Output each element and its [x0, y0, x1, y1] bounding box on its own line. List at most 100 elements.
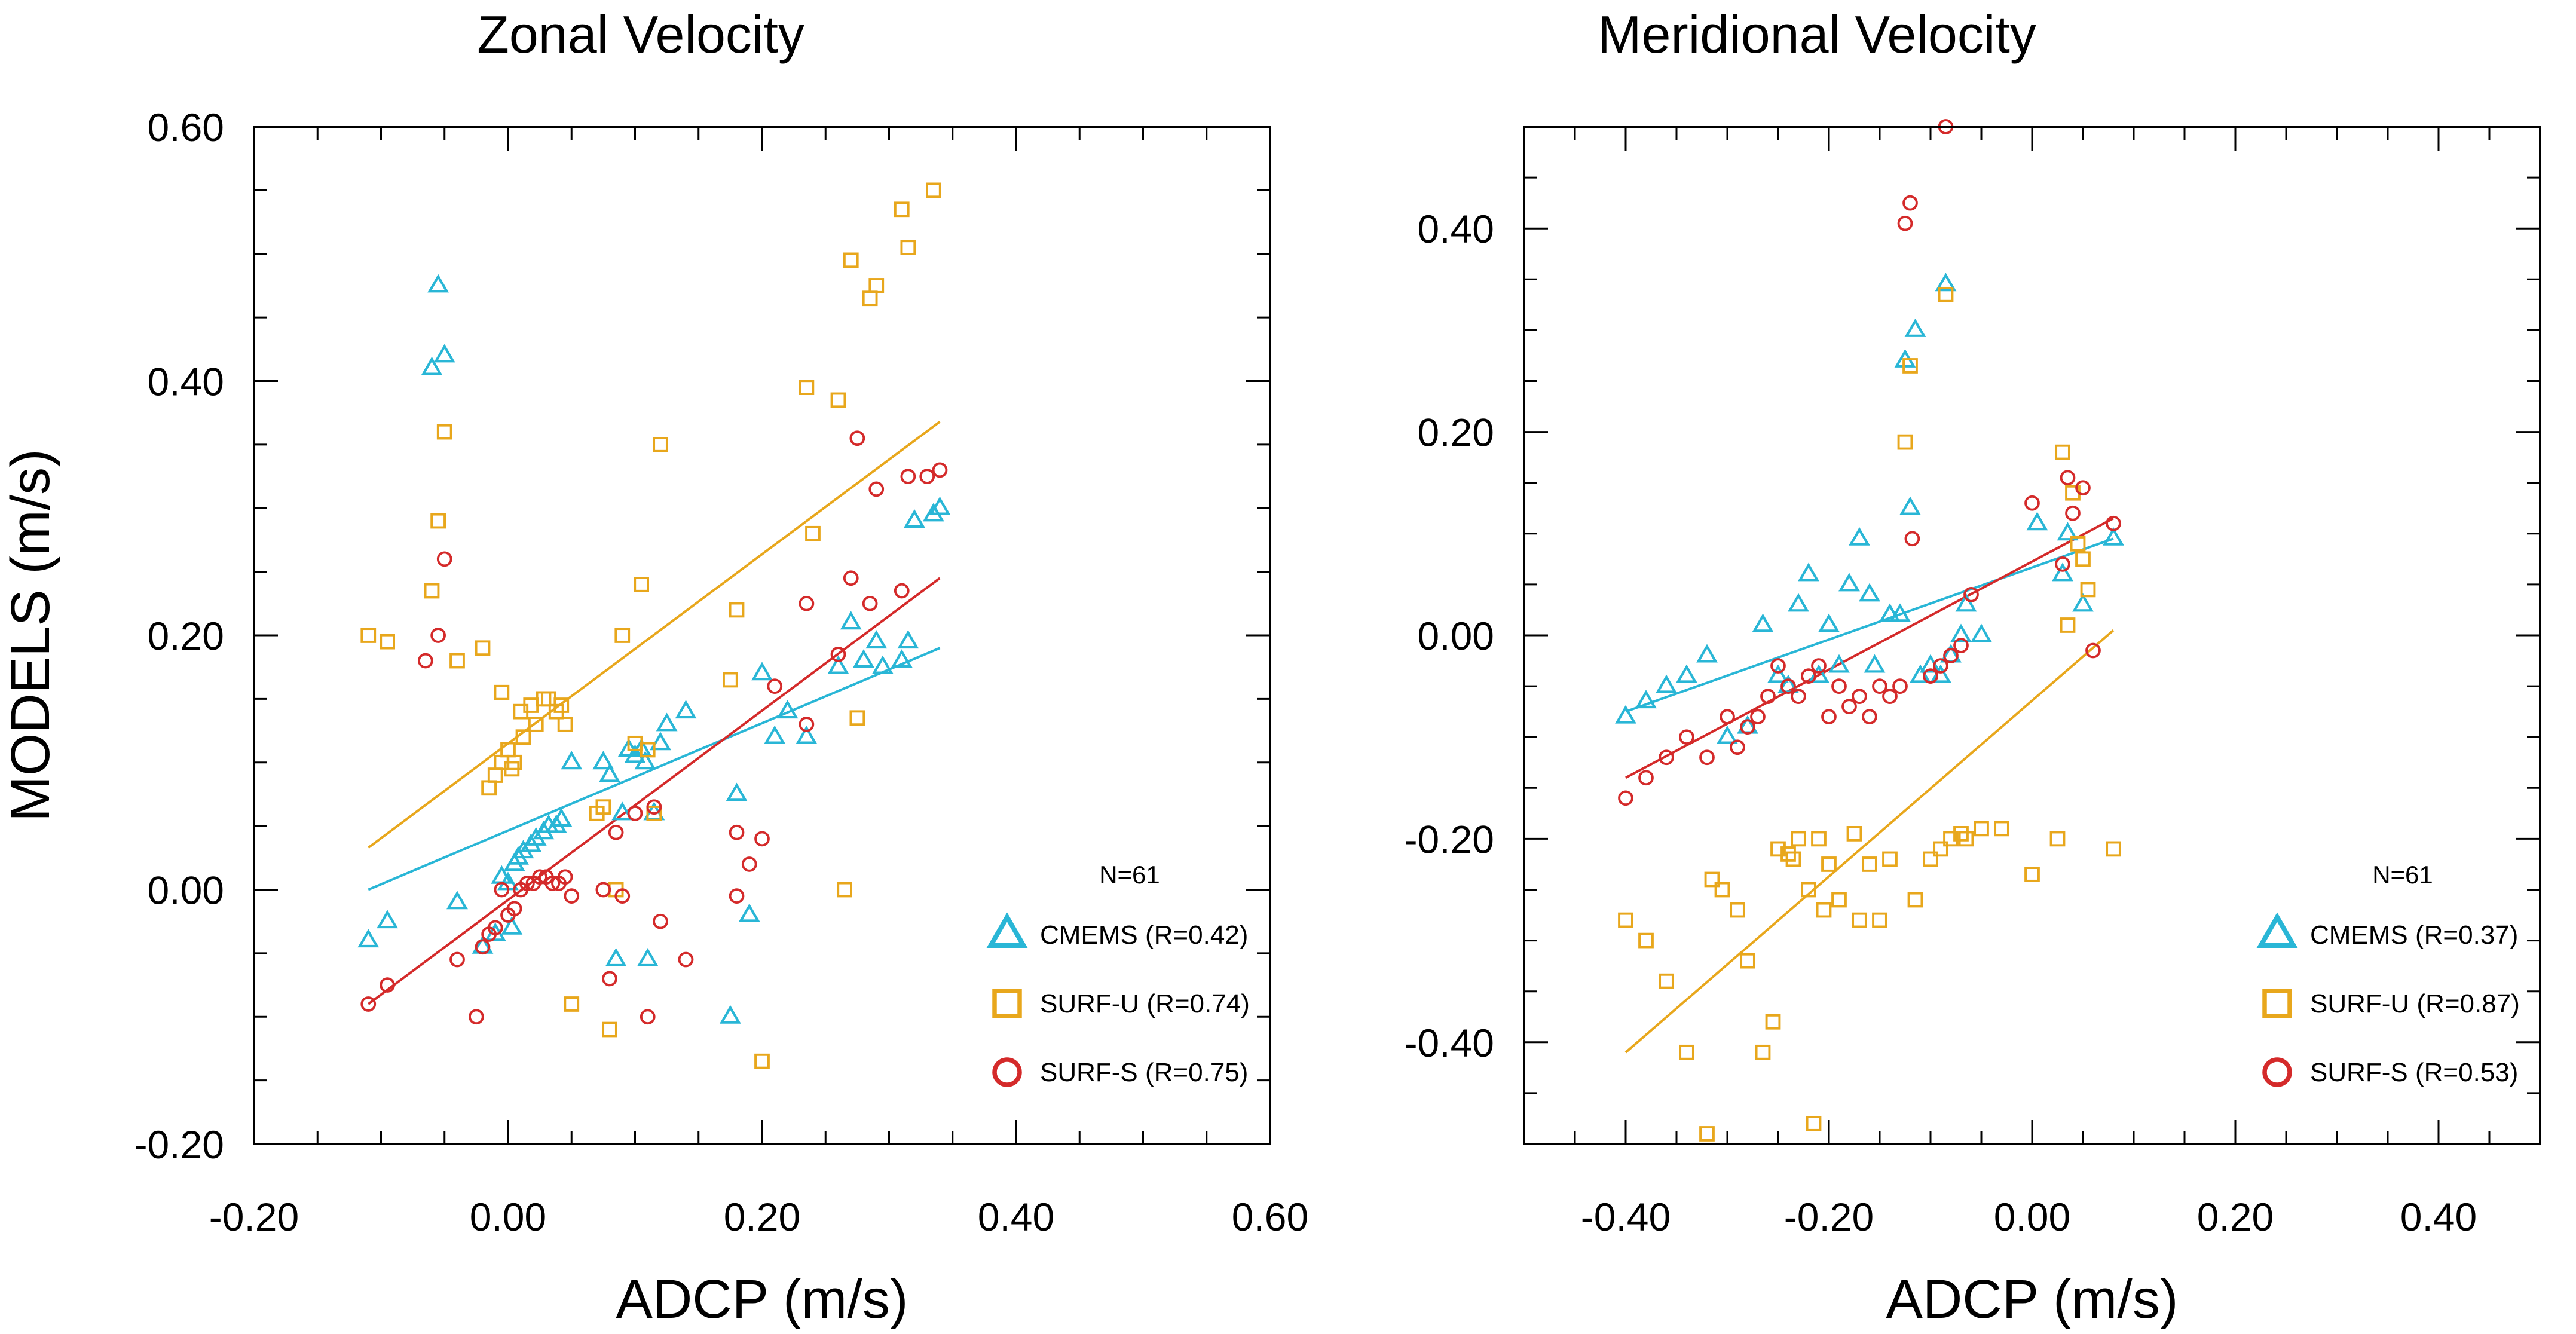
surf-s-point: [544, 875, 561, 891]
chart-title: Meridional Velocity: [1598, 5, 2036, 64]
surf-u-point: [1740, 953, 1755, 969]
surf-u-point: [2075, 551, 2091, 567]
cmems-point: [1717, 725, 1738, 744]
surf-u-point: [900, 240, 916, 255]
surf-u-point: [723, 672, 738, 688]
cmems-point: [446, 891, 468, 910]
data-points: [357, 182, 951, 1069]
y-tick-label: -0.20: [134, 1122, 224, 1167]
cmems-point: [433, 344, 455, 363]
plot-frame: [253, 126, 1271, 1145]
cmems-point: [929, 496, 951, 515]
surf-u-point: [1994, 821, 2009, 837]
surf-s-point: [843, 570, 859, 586]
legend: CMEMS (R=0.37) SURF-U (R=0.87) SURF-S (R=0…: [2256, 912, 2520, 1087]
chart-title: Zonal Velocity: [477, 5, 804, 64]
y-tick-label: 0.00: [1418, 614, 1494, 658]
legend-surf-u-label: SURF-U (R=0.87): [2310, 989, 2520, 1018]
surf-s-point: [1750, 709, 1766, 725]
surf-u-point: [553, 697, 570, 713]
surf-s-point: [1801, 668, 1816, 684]
x-tick-label: 0.60: [1232, 1195, 1308, 1239]
plot-frame: [1523, 126, 2541, 1145]
surf-u-point: [541, 691, 556, 707]
cmems-point: [1889, 603, 1911, 622]
x-tick-label: -0.20: [209, 1195, 299, 1239]
cmems-point: [853, 649, 874, 668]
cmems-point: [592, 751, 614, 770]
sample-count: N=61: [1099, 861, 1160, 889]
surf-s-point: [1953, 638, 1969, 653]
cmems-point: [1899, 496, 1921, 515]
surf-u-point: [1755, 1044, 1771, 1060]
cmems-point: [561, 751, 583, 770]
x-tick-label: 0.00: [470, 1195, 546, 1239]
surf-u-point: [1902, 358, 1918, 374]
cmems-point: [501, 916, 523, 935]
surf-u-point: [506, 754, 522, 770]
surf-u-point: [481, 780, 497, 796]
surf-s-point: [436, 551, 452, 567]
panel-zonal: Zonal Velocity -0.20 0.00 0.20 0.40 0.60-0.2…: [134, 5, 1309, 1330]
surf-u-point: [1872, 912, 1887, 928]
surf-s-point: [1618, 790, 1633, 806]
cmems-point: [2057, 522, 2079, 541]
x-axis-label: ADCP (m/s): [616, 1269, 908, 1330]
surf-s-point: [862, 595, 878, 611]
surf-s-point: [532, 869, 547, 885]
legend-surf-u-marker: [2262, 989, 2292, 1018]
surf-s-point: [640, 1009, 656, 1025]
surf-s-point: [2065, 505, 2081, 521]
cmems-point: [1752, 613, 1774, 632]
surf-u-point: [646, 805, 662, 821]
surf-u-point: [1699, 1126, 1715, 1142]
y-tick-label: 0.60: [148, 105, 224, 149]
legend-surf-s-label: SURF-S (R=0.75): [1040, 1058, 1248, 1087]
y-tick-label: 0.40: [1418, 207, 1494, 251]
surf-s-point: [1791, 689, 1806, 704]
surf-s-point: [627, 805, 643, 821]
cmems-point: [719, 1005, 741, 1024]
surf-u-point: [1852, 912, 1867, 928]
surf-s-point: [1699, 749, 1715, 766]
surf-u-point: [1846, 826, 1862, 842]
surf-s-point: [646, 799, 662, 815]
x-axis-label: ADCP (m/s): [1886, 1269, 2179, 1330]
cmems-point: [891, 649, 913, 668]
surf-u-point: [475, 640, 491, 656]
surf-s-point: [1730, 739, 1745, 755]
surf-u-point: [862, 290, 878, 307]
surf-u-fit-line: [1624, 629, 2115, 1054]
cmems-point: [550, 808, 573, 827]
cmems-point: [1879, 603, 1901, 622]
cmems-point: [2072, 593, 2094, 612]
surf-u-point: [1780, 846, 1796, 862]
surf-s-point: [919, 469, 935, 484]
cmems-point: [421, 356, 443, 375]
surf-u-point: [2055, 444, 2070, 460]
surf-u-point: [1882, 851, 1898, 867]
surf-u-point: [449, 653, 465, 669]
y-tick-label: 0.40: [148, 360, 224, 404]
surf-s-point: [1638, 770, 1654, 786]
panel-meridional: Meridional Velocity -0.40 -0.20 0.00 0.20 0.…: [1405, 5, 2541, 1330]
surf-s-point: [602, 971, 617, 987]
surf-s-point: [519, 875, 535, 891]
cmems-point: [637, 948, 659, 966]
surf-s-point: [1923, 668, 1938, 684]
surf-s-point: [767, 678, 783, 694]
surf-s-point: [360, 996, 377, 1012]
cmems-point: [1676, 664, 1697, 683]
fit-lines: [1624, 517, 2115, 1054]
surf-s-point: [729, 824, 745, 840]
cmems-point: [656, 712, 678, 732]
surf-s-point: [475, 939, 491, 955]
surf-s-point: [595, 882, 611, 898]
surf-s-point: [1679, 729, 1694, 745]
y-tick-label: -0.20: [1405, 817, 1494, 861]
surf-u-point: [843, 252, 859, 268]
surf-u-point: [1765, 1014, 1781, 1030]
surf-u-point: [487, 767, 503, 783]
surf-u-point: [1816, 902, 1832, 918]
cmems-point: [617, 738, 640, 757]
